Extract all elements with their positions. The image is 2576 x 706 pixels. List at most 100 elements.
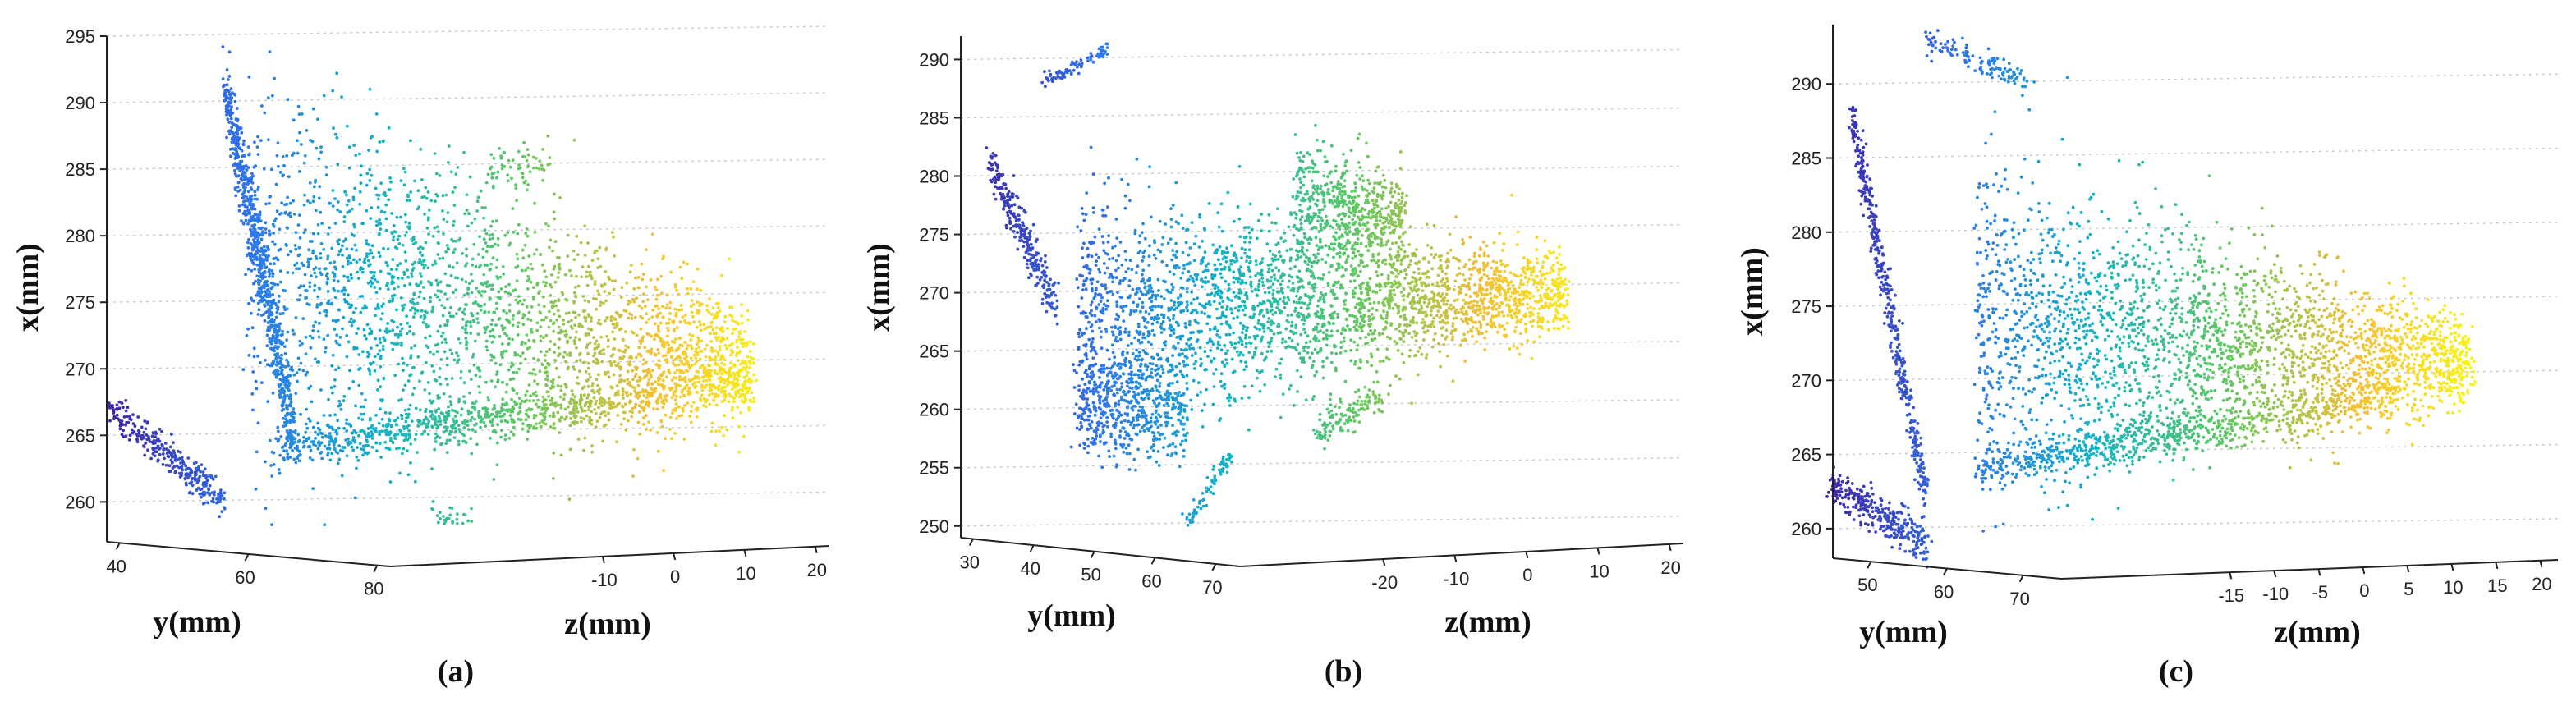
point-a-1 [755, 378, 759, 383]
point-a-0 [385, 327, 388, 330]
point-a-0 [500, 342, 504, 346]
point-a-1 [333, 440, 336, 444]
point-a-1 [416, 424, 420, 428]
point-a-1 [745, 390, 749, 394]
point-a-0 [314, 181, 317, 184]
point-a-0 [419, 147, 423, 151]
point-a-0 [279, 280, 282, 284]
point-a-0 [456, 166, 460, 169]
point-a-0 [379, 407, 382, 411]
point-a-0 [292, 199, 295, 203]
point-a-0 [374, 314, 378, 318]
point-a-0 [714, 443, 718, 447]
point-a-0 [542, 336, 545, 339]
point-a-4 [484, 181, 489, 185]
point-a-0 [358, 202, 362, 206]
point-a-0 [364, 398, 367, 402]
point-a-0 [678, 395, 682, 399]
point-a-0 [411, 392, 415, 397]
point-a-0 [752, 397, 755, 400]
point-a-0 [471, 355, 475, 359]
point-a-0 [298, 293, 302, 297]
point-a-0 [595, 361, 598, 365]
point-a-0 [374, 291, 379, 295]
point-a-1 [272, 451, 276, 455]
point-a-0 [465, 262, 469, 265]
point-a-0 [718, 309, 722, 313]
point-a-2 [227, 75, 232, 78]
point-a-0 [404, 220, 407, 224]
point-a-2 [292, 415, 296, 419]
point-a-2 [265, 259, 269, 262]
point-a-0 [274, 182, 278, 186]
point-a-0 [405, 332, 409, 336]
point-a-1 [351, 438, 355, 442]
point-a-0 [360, 164, 363, 168]
point-a-3 [173, 470, 177, 474]
point-a-1 [675, 394, 678, 398]
point-a-0 [576, 376, 579, 379]
point-a-0 [599, 351, 603, 355]
point-a-0 [401, 356, 404, 360]
point-a-0 [683, 403, 686, 407]
point-a-3 [223, 491, 227, 495]
point-a-0 [641, 292, 645, 296]
point-a-0 [716, 305, 720, 309]
point-a-0 [287, 253, 290, 257]
point-a-4 [534, 157, 538, 160]
point-a-0 [352, 319, 356, 323]
point-a-1 [496, 423, 499, 427]
point-a-2 [225, 135, 228, 140]
point-a-0 [583, 299, 587, 302]
point-a-0 [609, 354, 613, 358]
point-a-1 [744, 397, 747, 401]
point-a-0 [631, 331, 636, 335]
point-a-0 [282, 163, 286, 167]
point-a-0 [535, 248, 539, 251]
point-a-0 [409, 354, 413, 358]
point-a-0 [708, 402, 712, 406]
point-a-1 [659, 392, 663, 397]
point-a-1 [278, 471, 282, 475]
point-a-0 [740, 321, 744, 325]
point-a-0 [342, 399, 346, 403]
point-a-0 [333, 328, 337, 331]
point-a-0 [308, 334, 312, 338]
point-a-2 [227, 50, 232, 54]
point-a-1 [495, 415, 499, 419]
point-a-0 [590, 328, 594, 332]
point-a-0 [599, 283, 604, 287]
point-a-0 [584, 332, 588, 336]
point-a-0 [412, 302, 416, 306]
point-a-0 [331, 353, 335, 357]
point-a-1 [503, 433, 507, 437]
point-a-1 [319, 452, 323, 455]
point-a-3 [148, 440, 152, 443]
point-a-2 [232, 134, 236, 138]
point-a-0 [397, 242, 402, 245]
point-a-1 [393, 419, 397, 422]
point-b-0 [1190, 408, 1194, 411]
point-a-2 [270, 302, 273, 306]
point-a-0 [690, 364, 694, 367]
point-a-0 [484, 232, 489, 236]
point-a-1 [429, 415, 433, 419]
point-a-0 [682, 438, 686, 441]
point-a-0 [723, 320, 727, 323]
point-b-0 [1141, 268, 1146, 273]
y-tick-mark-a-2 [373, 565, 379, 573]
xlabel-a: z(mm) [564, 607, 650, 641]
point-a-1 [511, 410, 515, 414]
point-a-0 [641, 369, 645, 373]
point-a-0 [376, 303, 380, 306]
point-a-0 [521, 323, 526, 327]
point-b-0 [1245, 328, 1248, 332]
point-a-0 [399, 296, 403, 300]
point-a-0 [411, 332, 416, 336]
point-a-0 [456, 360, 459, 364]
point-a-0 [323, 267, 327, 271]
point-a-2 [255, 258, 259, 262]
point-a-0 [662, 370, 666, 374]
point-a-0 [583, 436, 587, 440]
point-a-0 [641, 273, 645, 276]
